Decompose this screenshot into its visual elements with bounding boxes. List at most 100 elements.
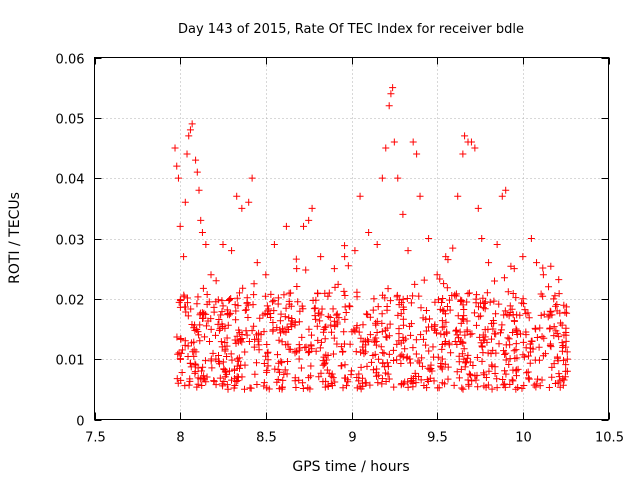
data-point [203,300,211,308]
data-point [520,300,528,308]
data-point [481,333,489,341]
data-point [513,354,521,362]
data-point [460,306,468,314]
data-point [275,336,283,344]
data-point [547,262,555,270]
data-point [339,348,347,356]
data-point [533,334,541,342]
data-point [389,346,397,354]
data-point [440,323,448,331]
data-point [355,370,363,378]
data-point [215,316,223,324]
data-point [210,377,218,385]
data-point [263,366,271,374]
data-point [397,359,405,367]
data-point [342,382,350,390]
data-point [184,299,192,307]
data-point [489,346,497,354]
data-point [459,385,467,393]
data-point [465,380,473,388]
data-point [471,372,479,380]
data-point [374,303,382,311]
data-point [563,355,571,363]
data-point [305,325,313,333]
data-point [203,290,211,298]
data-point [366,313,374,321]
data-point [223,370,231,378]
data-point [491,363,499,371]
data-point [228,356,236,364]
data-point [399,210,407,218]
data-point [207,357,215,365]
data-point [193,326,201,334]
data-point [500,274,508,282]
data-point [514,384,522,392]
data-point [545,384,553,392]
data-point [276,317,284,325]
data-point [525,352,533,360]
data-point [293,265,301,273]
data-point [198,315,206,323]
data-point [485,367,493,375]
data-point [382,144,390,152]
data-point [362,379,370,387]
data-point [285,314,293,322]
data-point [265,385,273,393]
data-point [193,300,201,308]
data-point [422,306,430,314]
data-point [488,385,496,393]
data-point [221,345,229,353]
data-point [472,295,480,303]
data-point [223,353,231,361]
data-point [394,311,402,319]
data-point [360,350,368,358]
data-point [370,295,378,303]
data-point [422,341,430,349]
data-point [434,384,442,392]
data-point [291,374,299,382]
data-point [253,259,261,267]
data-point [175,349,183,357]
data-point [487,335,495,343]
data-point [225,296,233,304]
data-point [475,303,483,311]
data-point [217,338,225,346]
data-point [187,305,195,313]
data-point [383,333,391,341]
data-point [509,377,517,385]
data-point [191,369,199,377]
data-point [274,375,282,383]
data-point [378,310,386,318]
data-point [242,327,250,335]
data-point [269,318,277,326]
data-point [363,336,371,344]
data-point [438,365,446,373]
data-point [510,347,518,355]
data-point [548,363,556,371]
data-point [347,371,355,379]
data-point [478,342,486,350]
data-point [260,360,268,368]
data-point [539,271,547,279]
data-point [311,312,319,320]
x-tick-label: 8 [176,431,184,446]
data-point [533,259,541,267]
data-point [176,355,184,363]
data-point [233,294,241,302]
data-point [481,305,489,313]
data-point [417,331,425,339]
data-point [216,374,224,382]
data-point [256,314,264,322]
data-point [183,150,191,158]
data-point [416,192,424,200]
data-point [490,297,498,305]
y-tick-label: 0.05 [56,113,85,128]
data-point [188,320,196,328]
data-point [512,294,520,302]
data-point [499,375,507,383]
data-point [320,353,328,361]
data-point [559,381,567,389]
data-point [492,330,500,338]
data-point [406,359,414,367]
data-point [468,377,476,385]
